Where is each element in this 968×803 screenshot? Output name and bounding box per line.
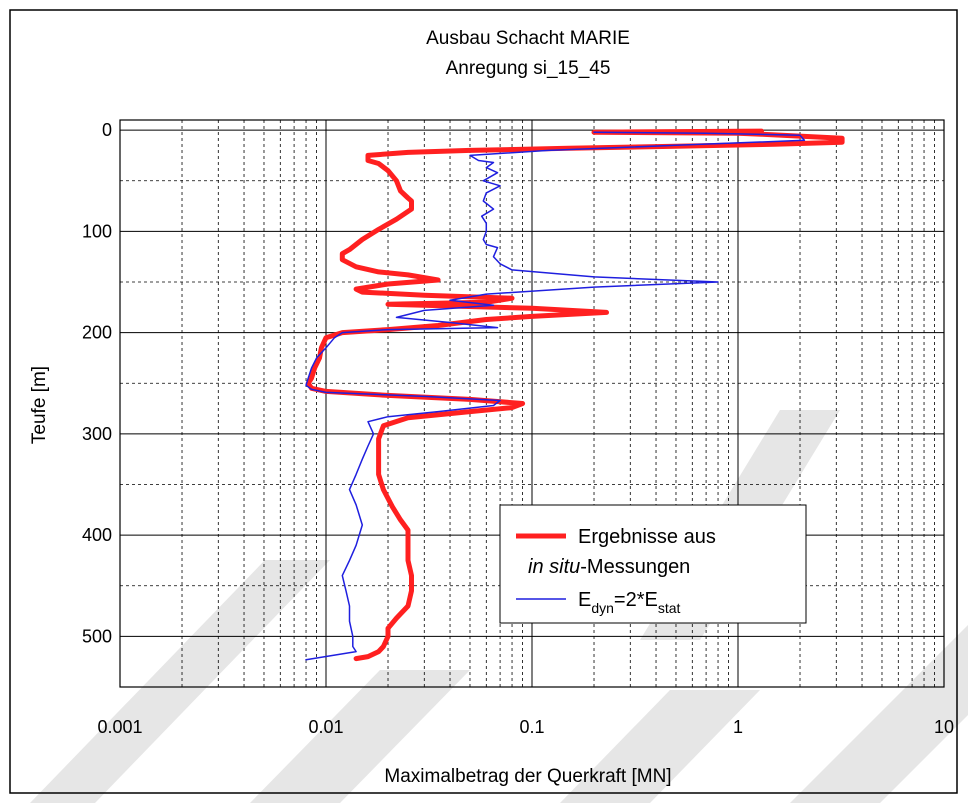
legend-label-insitu-line2: in situ-Messungen [528,556,690,578]
legend-e-mid: =2*E [614,589,658,611]
legend-dyn-sub: dyn [591,600,614,616]
chart-subtitle: Anregung si_15_45 [446,58,611,79]
x-axis-label: Maximalbetrag der Querkraft [MN] [384,766,671,787]
x-tick-labels: 0.001 0.01 0.1 1 10 [97,717,954,737]
y-tick-label: 0 [102,120,112,140]
y-tick-label: 100 [82,221,112,241]
series [305,128,845,662]
legend-label-edyn: Edyn=2*Estat [578,589,681,616]
legend-label-insitu-line1: Ergebnisse aus [578,526,716,548]
legend: Ergebnisse aus in situ-Messungen Edyn=2*… [499,504,807,624]
legend-e-dyn: E [578,589,591,611]
chart-title: Ausbau Schacht MARIE [426,28,630,49]
x-tick-label: 10 [934,717,954,737]
x-tick-label: 0.01 [308,717,343,737]
watermark-shapes [30,410,968,803]
x-tick-label: 1 [733,717,743,737]
y-axis-label: Teufe [m] [29,366,50,444]
legend-box [499,504,807,624]
legend-italic-part: in situ [528,556,580,578]
legend-stat-sub: stat [658,600,681,616]
grid [120,120,944,687]
y-tick-label: 200 [82,323,112,343]
legend-rest-part: -Messungen [580,556,690,578]
y-tick-label: 500 [82,626,112,646]
series-line-edyn [305,131,806,661]
y-tick-label: 400 [82,525,112,545]
plot-frame [119,119,945,688]
x-tick-label: 0.1 [519,717,544,737]
y-tick-label: 300 [82,424,112,444]
series-line-insitu [305,128,845,662]
y-tick-labels: 0 100 200 300 400 500 [82,120,112,646]
x-tick-label: 0.001 [97,717,142,737]
outer-frame [9,9,958,794]
